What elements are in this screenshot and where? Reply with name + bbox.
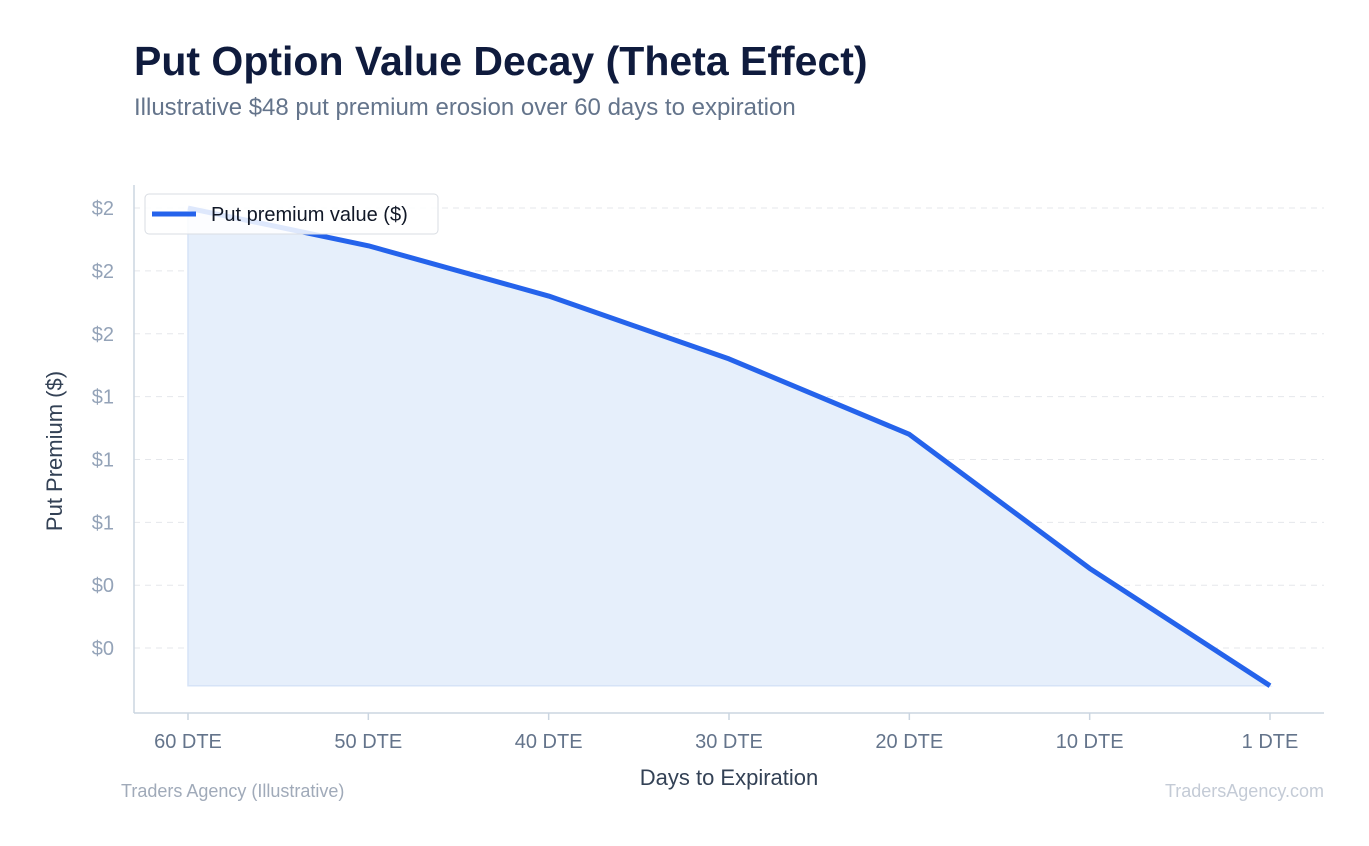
chart-title: Put Option Value Decay (Theta Effect) (134, 38, 868, 84)
y-tick-label: $2 (92, 198, 114, 220)
x-tick-labels: 60 DTE 50 DTE 40 DTE 30 DTE 20 DTE 10 DTE 1 DT… (154, 713, 1298, 753)
legend-label: Put premium value ($) (211, 204, 408, 226)
y-tick-label: $1 (92, 449, 114, 471)
series-line (187, 205, 1272, 688)
x-tick-label: 50 DTE (334, 731, 402, 753)
y-tick-label: $0 (92, 638, 114, 660)
source-note: Traders Agency (Illustrative) (121, 781, 345, 801)
legend-box (144, 193, 439, 235)
y-tick-label: $2 (92, 261, 114, 283)
x-tick-label: 1 DTE (1242, 731, 1299, 753)
x-axis-title: Days to Expiration (640, 765, 819, 790)
y-tick-label: $1 (92, 512, 114, 534)
x-tick-label: 20 DTE (875, 731, 943, 753)
y-tick-label: $2 (92, 324, 114, 346)
watermark: TradersAgency.com (1164, 781, 1324, 801)
chart-subtitle: Illustrative $48 put premium erosion ove… (134, 94, 796, 121)
x-tick-label: 30 DTE (695, 731, 763, 753)
x-tick-label: 40 DTE (515, 731, 583, 753)
y-tick-label: $1 (92, 387, 114, 409)
x-tick-label: 60 DTE (154, 731, 222, 753)
y-tick-labels: $0 $0 $1 $1 $1 $2 $2 $2 (92, 198, 114, 660)
y-tick-label: $0 (92, 575, 114, 597)
series-area-fill (187, 207, 1273, 687)
legend: Put premium value ($) (144, 193, 439, 235)
y-axis-title: Put Premium ($) (42, 371, 67, 531)
x-tick-label: 10 DTE (1056, 731, 1124, 753)
